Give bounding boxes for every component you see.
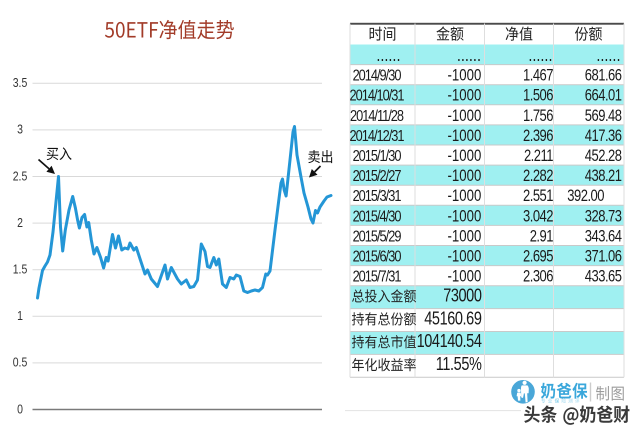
svg-text:2014/10/31: 2014/10/31 bbox=[350, 87, 405, 105]
svg-text:2015/6/30: 2015/6/30 bbox=[353, 248, 402, 266]
svg-text:2015/4/30: 2015/4/30 bbox=[353, 208, 402, 226]
svg-text:......: ...... bbox=[376, 46, 400, 66]
svg-text:1.506: 1.506 bbox=[523, 87, 553, 105]
svg-text:-1000: -1000 bbox=[448, 187, 482, 206]
svg-text:0: 0 bbox=[17, 401, 23, 416]
svg-text:3.042: 3.042 bbox=[523, 208, 553, 226]
svg-text:......: ...... bbox=[457, 46, 481, 66]
svg-text:417.36: 417.36 bbox=[585, 128, 622, 146]
svg-text:2015/5/29: 2015/5/29 bbox=[353, 228, 402, 246]
svg-text:2.396: 2.396 bbox=[523, 128, 553, 146]
svg-text:2014/9/30: 2014/9/30 bbox=[353, 67, 402, 85]
svg-text:......: ...... bbox=[528, 46, 552, 66]
svg-text:2014/11/28: 2014/11/28 bbox=[350, 108, 404, 126]
svg-text:438.21: 438.21 bbox=[585, 168, 622, 186]
svg-text:-1000: -1000 bbox=[448, 267, 482, 286]
svg-text:2015/3/31: 2015/3/31 bbox=[353, 188, 402, 206]
svg-text:2.5: 2.5 bbox=[13, 168, 28, 183]
svg-text:-1000: -1000 bbox=[448, 106, 482, 125]
svg-text:0.5: 0.5 bbox=[13, 355, 28, 370]
svg-text:-1000: -1000 bbox=[448, 207, 482, 226]
svg-text:2.91: 2.91 bbox=[530, 228, 554, 246]
svg-text:45160.69: 45160.69 bbox=[424, 309, 482, 329]
svg-text:1.5: 1.5 bbox=[13, 261, 28, 276]
svg-text:3.5: 3.5 bbox=[13, 75, 28, 90]
svg-text:11.55%: 11.55% bbox=[436, 355, 482, 375]
svg-text:-1000: -1000 bbox=[448, 66, 482, 85]
svg-text:2015/1/30: 2015/1/30 bbox=[353, 148, 402, 166]
svg-text:569.48: 569.48 bbox=[585, 108, 622, 126]
svg-text:2.306: 2.306 bbox=[523, 268, 553, 286]
svg-text:-1000: -1000 bbox=[448, 227, 482, 246]
svg-text:-1000: -1000 bbox=[448, 147, 482, 166]
svg-text:681.66: 681.66 bbox=[585, 67, 622, 85]
svg-text:392.00: 392.00 bbox=[567, 188, 604, 206]
svg-text:2: 2 bbox=[17, 215, 23, 230]
svg-text:2.282: 2.282 bbox=[523, 168, 553, 186]
svg-text:-1000: -1000 bbox=[448, 167, 482, 186]
svg-text:-1000: -1000 bbox=[448, 127, 482, 146]
svg-text:452.28: 452.28 bbox=[585, 148, 622, 166]
svg-text:2015/2/27: 2015/2/27 bbox=[353, 168, 402, 186]
svg-text:-1000: -1000 bbox=[448, 247, 482, 266]
svg-text:664.01: 664.01 bbox=[585, 87, 622, 105]
svg-text:-1000: -1000 bbox=[448, 86, 482, 105]
svg-text:3: 3 bbox=[17, 122, 23, 137]
svg-text:......: ...... bbox=[596, 46, 620, 66]
svg-text:1.467: 1.467 bbox=[523, 67, 553, 85]
svg-text:433.65: 433.65 bbox=[585, 268, 622, 286]
svg-text:1: 1 bbox=[17, 308, 23, 323]
svg-text:2.695: 2.695 bbox=[523, 248, 553, 266]
svg-text:343.64: 343.64 bbox=[585, 228, 622, 246]
svg-text:328.73: 328.73 bbox=[585, 208, 622, 226]
svg-text:2.551: 2.551 bbox=[523, 188, 553, 206]
svg-text:2015/7/31: 2015/7/31 bbox=[353, 268, 402, 286]
svg-text:2.211: 2.211 bbox=[524, 148, 553, 166]
svg-text:1.756: 1.756 bbox=[523, 108, 553, 126]
svg-text:73000: 73000 bbox=[443, 286, 482, 306]
svg-text:104140.54: 104140.54 bbox=[417, 332, 482, 352]
svg-text:371.06: 371.06 bbox=[585, 248, 622, 266]
svg-text:2014/12/31: 2014/12/31 bbox=[350, 128, 405, 146]
